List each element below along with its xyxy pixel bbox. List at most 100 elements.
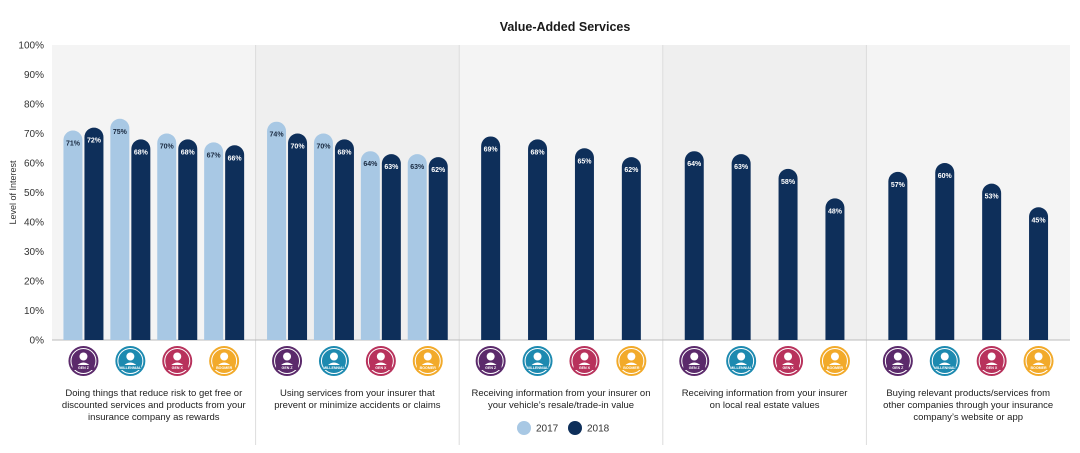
bar-2018 [481,136,501,340]
generation-label: GEN X [375,366,387,370]
group-panel [255,45,460,340]
bar-2018-label: 70% [291,144,306,151]
bar-2017 [360,151,380,340]
generation-label: GEN Z [78,366,90,370]
bar-2017 [204,142,224,340]
bar-2017 [157,133,177,340]
generation-icon [773,346,804,376]
generation-label-band [479,365,502,370]
legend-marker-2018 [568,421,582,435]
generation-icon-ring [320,348,347,374]
generation-label: BOOMER [216,366,233,370]
person-head-icon [830,352,839,361]
bar-2018-label: 66% [228,155,243,162]
generation-icon-ring [70,348,97,374]
bar-2017-label: 74% [270,132,285,139]
category-label-line: prevent or minimize accidents or claims [274,400,441,411]
generation-label-band [369,365,392,370]
generation-icon [819,346,850,376]
person-head-icon [423,352,432,361]
bar-2018-label: 69% [484,146,499,153]
bar-2018 [381,154,401,340]
generation-icon [318,346,349,376]
bar-2018 [178,139,198,340]
generation-icon [976,346,1007,376]
bar-2017 [267,121,287,340]
bar-2018 [428,157,448,340]
y-tick-label: 10% [24,306,44,317]
generation-label-band [620,365,643,370]
bar-2018 [1029,207,1049,340]
person-head-icon [737,352,746,361]
group-panel [52,45,256,340]
generation-label: MILLENNIAL [730,366,753,370]
generation-label-band [322,365,345,370]
person-head-icon [690,352,699,361]
bar-2018 [621,157,641,340]
category-label-line: company’s website or app [913,412,1023,423]
generation-icon-ring [978,348,1005,374]
person-head-icon [79,352,88,361]
bar-2018 [684,151,704,340]
y-axis-label: Level of Interest [8,160,18,225]
person-head-icon [283,352,292,361]
generation-icon-ring [414,348,441,374]
generation-icon [162,346,193,376]
bar-2017 [63,130,83,340]
bar-2018-label: 45% [1032,217,1047,224]
generation-icon-ring [931,348,958,374]
bar-2018-label: 62% [624,167,639,174]
generation-label-band [166,365,189,370]
bar-2018 [888,171,908,340]
bar-2018-label: 68% [337,149,352,156]
bar-2017-label: 70% [160,144,175,151]
generation-label: BOOMER [623,366,640,370]
person-head-icon [1034,352,1043,361]
generation-icon-ring [884,348,911,374]
y-tick-label: 70% [24,129,44,140]
category-label-line: Receiving information from your insurer [682,388,848,399]
bar-2018 [288,133,308,340]
generation-label: GEN Z [282,366,294,370]
person-head-icon [533,352,542,361]
generation-icon [365,346,396,376]
generation-label-band [933,365,956,370]
category-label-line: discounted services and products from yo… [62,400,246,411]
y-tick-label: 60% [24,159,44,170]
generation-label-band [823,365,846,370]
person-head-icon [486,352,495,361]
generation-label: MILLENNIAL [119,366,142,370]
generation-label: GEN X [579,366,591,370]
bar-2017-label: 67% [207,152,222,159]
bar-2018-label: 63% [734,164,749,171]
bar-2017 [110,118,130,340]
legend-label-2018: 2018 [587,424,610,435]
person-head-icon [329,352,338,361]
bar-2018-label: 68% [181,149,196,156]
generation-icon [929,346,960,376]
person-head-icon [893,352,902,361]
generation-icon-ring [164,348,191,374]
generation-icon [272,346,303,376]
category-label-line: Receiving information from your insurer … [472,388,651,399]
generation-icon-ring [775,348,802,374]
generation-label: MILLENNIAL [323,366,346,370]
person-head-icon [173,352,182,361]
generation-icon [412,346,443,376]
generation-icon [679,346,710,376]
generation-icon-ring [571,348,598,374]
generation-icon-ring [477,348,504,374]
person-head-icon [940,352,949,361]
generation-icon-ring [681,348,708,374]
bar-2018-label: 60% [938,173,953,180]
generation-label-band [526,365,549,370]
bar-2018-label: 68% [134,149,149,156]
bar-2018 [935,163,955,340]
generation-label-band [980,365,1003,370]
generation-icon [726,346,757,376]
bar-2018-label: 53% [985,194,1000,201]
bar-2018-label: 72% [87,138,102,145]
person-head-icon [784,352,793,361]
bar-2018 [528,139,548,340]
